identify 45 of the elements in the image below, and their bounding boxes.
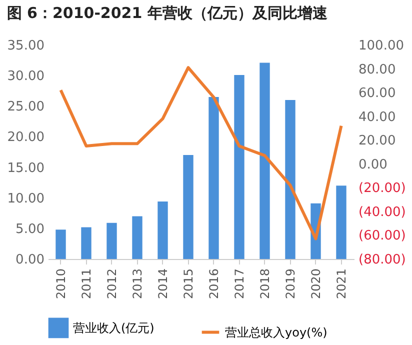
x-tick-label: 2010 [54,268,68,300]
bar [336,186,346,259]
chart-title: 图 6：2010-2021 年营收（亿元）及同比增速 [6,4,328,22]
y-tick-label: 20.00 [7,130,44,146]
x-tick-label: 2016 [206,268,221,300]
bar [158,202,168,259]
bar [208,96,219,259]
y2-tick-label: (60.00) [358,228,406,244]
x-tick-label: 2019 [283,268,298,300]
x-tick-label: 2012 [104,268,119,300]
y2-tick-label: (80.00) [358,252,406,268]
x-tick-label: 2011 [79,268,94,300]
bar [132,216,142,259]
y-tick-label: 30.00 [7,69,44,84]
y-tick-label: 5.00 [16,222,44,237]
y2-tick-label: 80.00 [358,62,396,78]
bar [106,222,117,259]
y-tick-label: 25.00 [7,100,44,115]
x-tick-label: 2017 [232,268,246,300]
y2-tick-label: (20.00) [358,181,406,196]
y-tick-label: 35.00 [7,38,44,54]
x-tick-label: 2020 [308,268,323,300]
x-tick-label: 2015 [181,268,196,300]
bar [260,62,270,259]
x-tick-label: 2013 [130,268,144,300]
y2-tick-label: 40.00 [358,110,396,125]
y2-tick-label: (40.00) [358,204,406,220]
y2-tick-label: 60.00 [358,86,396,102]
x-tick-label: 2018 [258,268,272,300]
y-tick-label: 10.00 [7,191,44,206]
bar [81,227,92,259]
bar [183,155,194,259]
line-series [59,66,343,240]
y2-tick-label: 20.00 [358,134,396,149]
y2-tick-label: 0.00 [358,157,388,172]
x-tick-label: 2021 [334,268,348,300]
bar [234,74,244,259]
y2-tick-label: 100.00 [358,38,404,54]
bar [56,230,66,259]
legend-label: 营业总收入yoy(%) [225,325,328,340]
legend-label: 营业收入(亿元) [73,320,154,335]
y-tick-label: 0.00 [16,252,44,268]
bar [285,100,296,259]
x-tick-label: 2014 [156,268,170,300]
y-tick-label: 15.00 [7,160,44,176]
